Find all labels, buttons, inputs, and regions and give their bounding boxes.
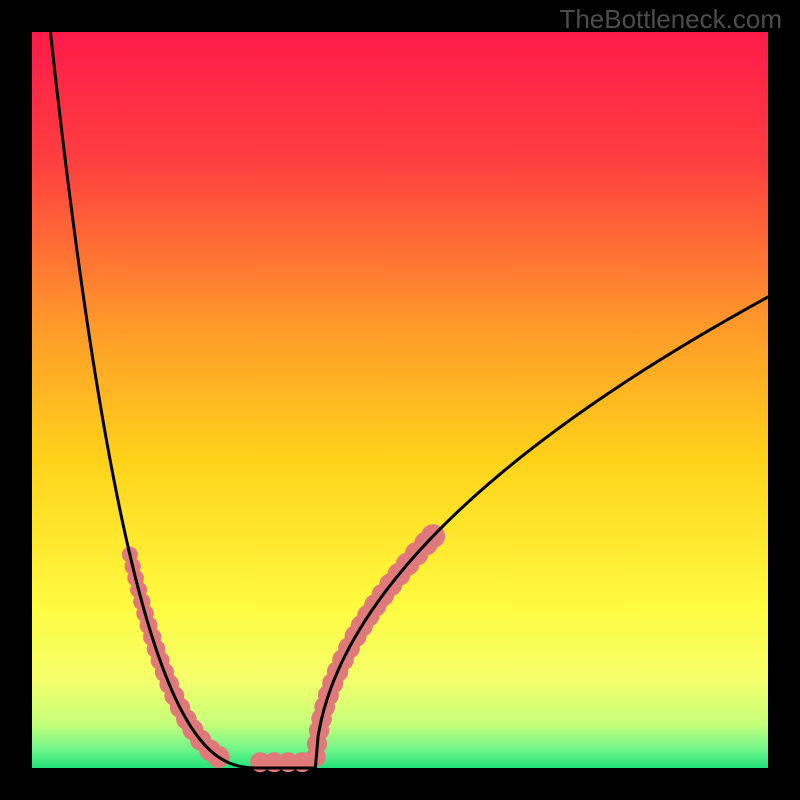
bottleneck-curve <box>50 32 768 768</box>
marker-group <box>122 524 445 772</box>
chart-stage: TheBottleneck.com <box>0 0 800 800</box>
watermark-label: TheBottleneck.com <box>559 4 782 35</box>
chart-svg <box>0 0 800 800</box>
